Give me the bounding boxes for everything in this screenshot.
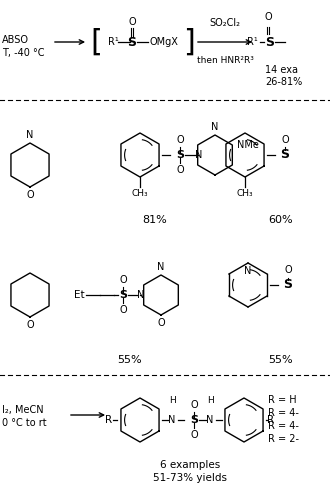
Text: CH₃: CH₃ <box>237 189 253 198</box>
Text: N: N <box>244 266 252 276</box>
Text: N: N <box>137 290 145 300</box>
Text: ABSO: ABSO <box>2 35 29 45</box>
Text: NMe: NMe <box>237 140 259 150</box>
Text: O: O <box>284 265 292 275</box>
Text: Et: Et <box>74 290 85 300</box>
Text: R¹: R¹ <box>247 37 258 47</box>
Text: SO₂Cl₂: SO₂Cl₂ <box>210 18 241 28</box>
Text: R: R <box>267 415 274 425</box>
Text: N: N <box>26 130 34 140</box>
Text: 81%: 81% <box>143 215 167 225</box>
Text: S: S <box>176 150 184 160</box>
Text: S: S <box>283 278 292 291</box>
Text: O: O <box>176 165 184 175</box>
Text: S: S <box>119 290 127 300</box>
Text: then HNR²R³: then HNR²R³ <box>197 56 253 65</box>
Text: N: N <box>195 150 202 160</box>
Text: H: H <box>169 396 175 405</box>
Text: [: [ <box>90 28 102 56</box>
Text: ]: ] <box>183 28 195 56</box>
Text: O: O <box>176 135 184 145</box>
Text: O: O <box>264 12 272 22</box>
Text: N: N <box>211 122 219 132</box>
Text: R = 4-: R = 4- <box>268 421 299 431</box>
Text: R: R <box>105 415 112 425</box>
Text: O: O <box>157 318 165 328</box>
Text: O: O <box>128 17 136 27</box>
Text: O: O <box>119 275 127 285</box>
Text: O: O <box>26 190 34 200</box>
Text: O: O <box>26 320 34 330</box>
Text: N: N <box>206 415 214 425</box>
Text: N: N <box>168 415 176 425</box>
Text: CH₃: CH₃ <box>132 189 148 198</box>
Text: I₂, MeCN: I₂, MeCN <box>2 405 44 415</box>
Text: N: N <box>157 262 165 272</box>
Text: 14 exa: 14 exa <box>265 65 298 75</box>
Text: O: O <box>281 135 289 145</box>
Text: 0 °C to rt: 0 °C to rt <box>2 418 47 428</box>
Text: R¹: R¹ <box>108 37 119 47</box>
Text: 6 examples: 6 examples <box>160 460 220 470</box>
Text: 55%: 55% <box>268 355 293 365</box>
Text: 60%: 60% <box>268 215 293 225</box>
Text: OMgX: OMgX <box>149 37 178 47</box>
Text: S: S <box>127 36 137 49</box>
Text: R = H: R = H <box>268 395 297 405</box>
Text: S: S <box>190 415 198 425</box>
Text: O: O <box>190 400 198 410</box>
Text: R = 2-: R = 2- <box>268 434 299 444</box>
Text: 51-73% yields: 51-73% yields <box>153 473 227 483</box>
Text: S: S <box>266 36 275 49</box>
Text: T, -40 °C: T, -40 °C <box>2 48 45 58</box>
Text: S: S <box>280 148 289 162</box>
Text: H: H <box>207 396 214 405</box>
Text: O: O <box>119 305 127 315</box>
Text: R = 4-: R = 4- <box>268 408 299 418</box>
Text: 26-81%: 26-81% <box>265 77 302 87</box>
Text: 55%: 55% <box>118 355 142 365</box>
Text: O: O <box>190 430 198 440</box>
